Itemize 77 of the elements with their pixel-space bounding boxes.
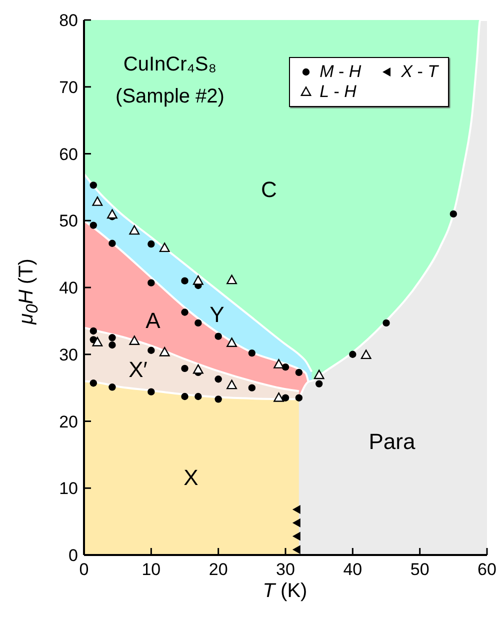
point <box>282 394 290 402</box>
point <box>314 370 324 380</box>
annotation: CuInCr₄S₈ <box>123 54 217 76</box>
point <box>274 392 284 402</box>
point <box>181 364 188 372</box>
y-tick-label: 50 <box>59 212 78 231</box>
point <box>360 350 372 360</box>
point <box>214 376 222 383</box>
point <box>92 336 103 346</box>
point <box>90 182 98 189</box>
point <box>148 279 155 286</box>
point <box>90 222 98 229</box>
point <box>159 242 170 252</box>
y-tick-label: 0 <box>68 546 78 565</box>
legend-label: L - H <box>320 82 356 101</box>
point <box>148 240 155 248</box>
point <box>181 308 188 316</box>
point <box>108 334 116 342</box>
y-tick-label: 30 <box>59 345 78 364</box>
point <box>148 388 155 396</box>
point <box>107 209 118 219</box>
y-tick-label: 60 <box>59 144 78 164</box>
point <box>194 319 202 327</box>
point <box>108 240 116 247</box>
y-tick-label: 20 <box>59 412 78 432</box>
point <box>148 346 155 354</box>
point <box>159 346 170 356</box>
y-tick-label: 40 <box>59 278 78 298</box>
point <box>181 392 188 400</box>
point <box>295 394 303 402</box>
point <box>274 359 284 368</box>
point <box>292 532 300 541</box>
point <box>108 341 116 349</box>
y-tick-label: 80 <box>59 11 78 30</box>
annotation: Para <box>368 429 416 455</box>
legend-label: X - T <box>401 62 438 81</box>
point <box>181 277 188 284</box>
x-tick-label: 10 <box>142 560 161 579</box>
annotation: X′ <box>128 357 148 383</box>
point <box>192 275 204 285</box>
annotation: C <box>261 177 277 203</box>
x-tick-label: 20 <box>208 560 228 579</box>
annotation: Y <box>210 302 224 328</box>
point <box>292 545 300 554</box>
x-tick-label: 30 <box>276 560 295 579</box>
annotation: A <box>146 308 160 334</box>
point <box>292 505 300 514</box>
point <box>192 364 204 374</box>
point <box>108 384 116 391</box>
point <box>450 210 458 218</box>
point <box>292 518 300 528</box>
point <box>315 380 323 388</box>
y-tick-label: 70 <box>59 78 78 97</box>
point <box>92 196 103 206</box>
x-tick-label: 60 <box>478 560 496 579</box>
point <box>248 349 256 357</box>
legend-label: M - H <box>320 62 362 81</box>
y-tick-label: 10 <box>59 479 78 498</box>
x-tick-label: 40 <box>343 560 362 579</box>
point <box>349 350 356 358</box>
point <box>129 225 140 235</box>
point <box>295 368 303 376</box>
point <box>129 336 140 345</box>
point <box>214 332 222 340</box>
point <box>382 319 390 327</box>
point <box>226 338 237 348</box>
x-axis-title: T (K) <box>262 580 308 602</box>
point <box>226 380 237 390</box>
annotation: (Sample #2) <box>116 86 224 108</box>
annotation: X <box>184 465 198 491</box>
point <box>194 392 202 400</box>
point <box>226 274 237 284</box>
point <box>90 380 98 387</box>
point <box>214 396 222 403</box>
point <box>90 327 98 335</box>
point <box>248 384 256 392</box>
x-tick-label: 50 <box>410 560 430 579</box>
